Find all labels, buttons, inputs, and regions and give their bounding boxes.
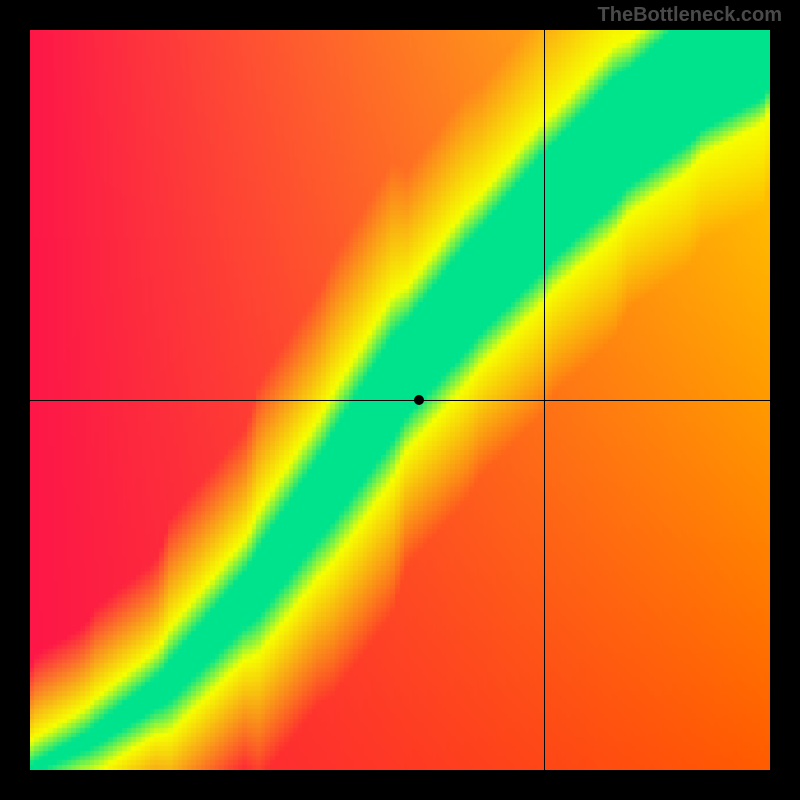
heatmap-chart [30, 30, 770, 770]
crosshair-horizontal [30, 400, 770, 401]
watermark-text: TheBottleneck.com [598, 4, 782, 27]
data-point-marker [414, 395, 424, 405]
crosshair-vertical [544, 30, 545, 770]
